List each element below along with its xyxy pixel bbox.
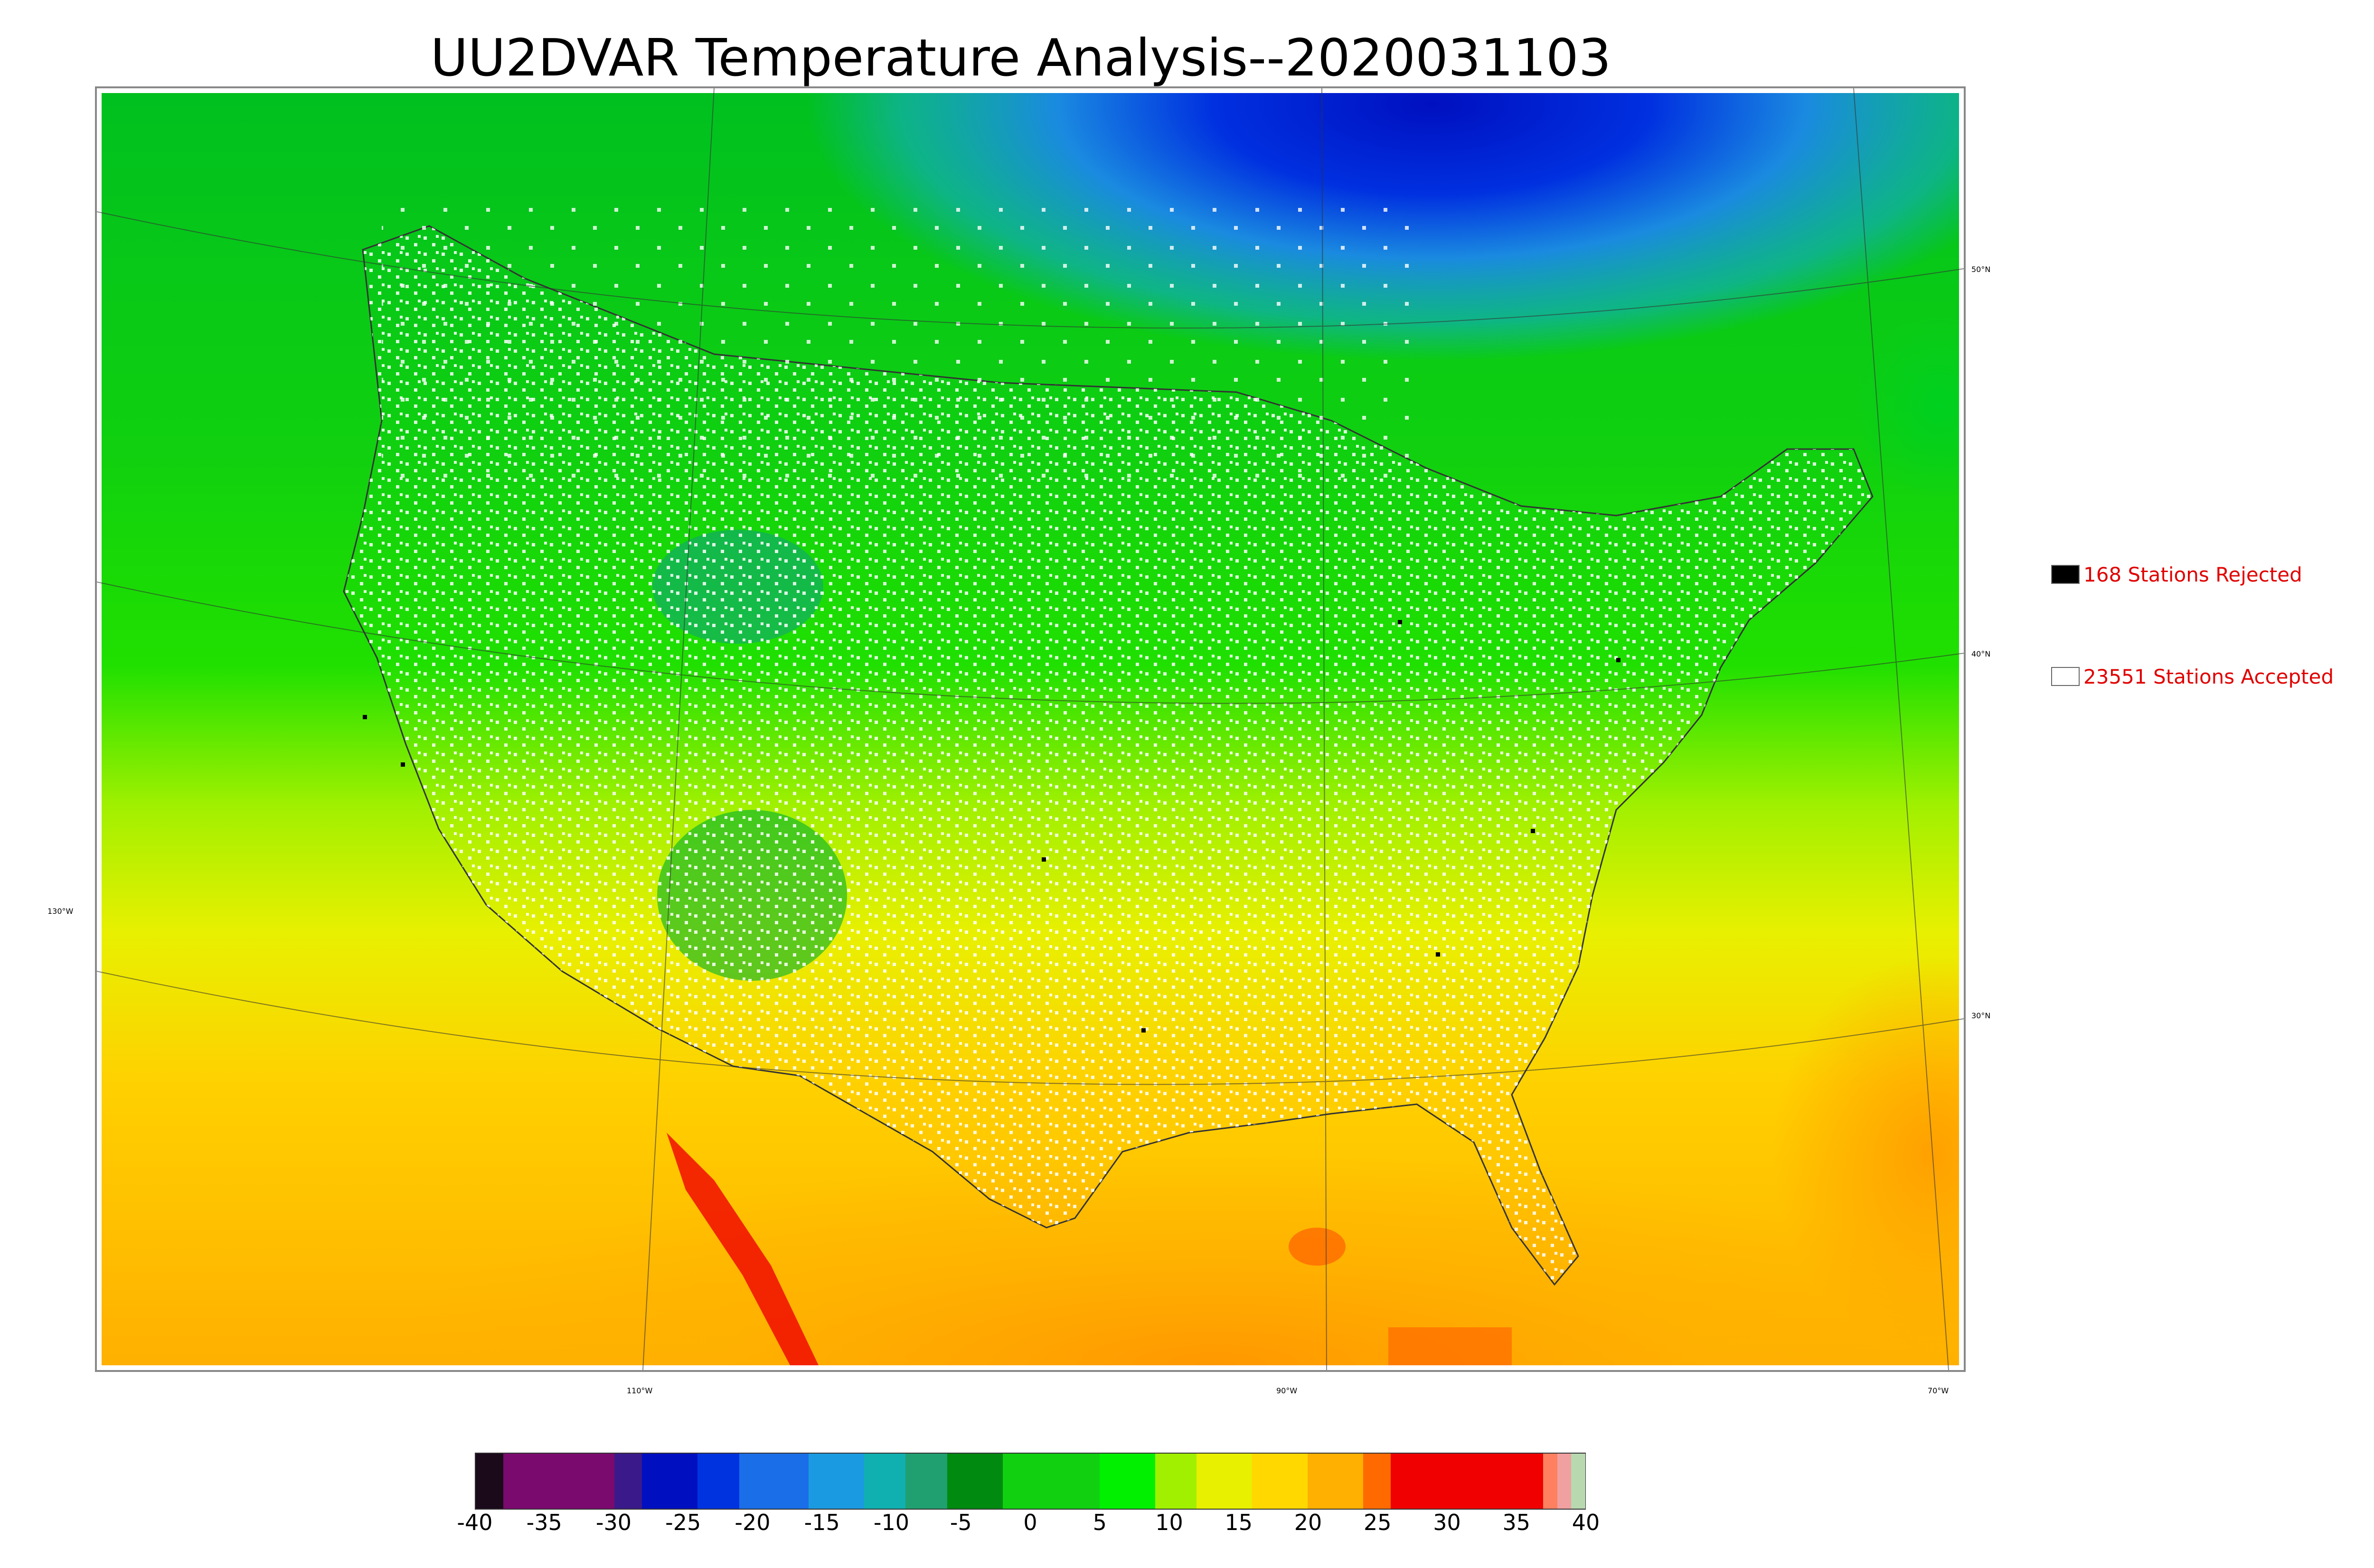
colorbar-segment xyxy=(697,1454,740,1509)
rejected-label: 168 Stations Rejected xyxy=(2083,563,2302,586)
colorbar-tick-label: 5 xyxy=(1093,1510,1107,1535)
lon-90-label: 90°W xyxy=(1276,1386,1298,1395)
colorbar-tick-label: -10 xyxy=(873,1510,910,1535)
colorbar-segment xyxy=(1543,1454,1558,1509)
colorbar-segment xyxy=(1155,1454,1197,1509)
lat-50-label: 50°N xyxy=(1971,265,1991,274)
colorbar-tick-label: -30 xyxy=(595,1510,632,1535)
colorbar-segment xyxy=(1557,1454,1572,1509)
colorbar-segment xyxy=(1363,1454,1391,1509)
colorbar-tick-label: -15 xyxy=(804,1510,840,1535)
colorbar-segment xyxy=(947,1454,1003,1509)
mexico-hot-strip xyxy=(667,1133,819,1365)
colorbar-tick-label: 20 xyxy=(1294,1510,1322,1535)
map-title: UU2DVAR Temperature Analysis--2020031103 xyxy=(430,28,1611,88)
colorbar-segment xyxy=(1252,1454,1308,1509)
colorbar-segment xyxy=(808,1454,864,1509)
colorbar-tick-label: 30 xyxy=(1433,1510,1461,1535)
legend-accepted: 23551 Stations Accepted xyxy=(2051,665,2334,688)
lon-70-label: 70°W xyxy=(1928,1386,1949,1395)
legend-rejected: 168 Stations Rejected xyxy=(2051,563,2302,586)
colorbar-segment xyxy=(1100,1454,1155,1509)
rejected-stations xyxy=(363,620,1620,1033)
colorbar-segment xyxy=(1391,1454,1544,1509)
accepted-swatch xyxy=(2051,667,2080,686)
colorbar-tick-label: -25 xyxy=(665,1510,701,1535)
colorbar-tick-label: 0 xyxy=(1023,1510,1037,1535)
colorbar-segment xyxy=(476,1454,504,1509)
gulf-warm-spot xyxy=(1289,1228,1346,1266)
colorbar-tick-label: -5 xyxy=(950,1510,972,1535)
colorbar-segment xyxy=(1571,1454,1585,1509)
colorbar-tick-label: 35 xyxy=(1502,1510,1531,1535)
lat-40-label: 40°N xyxy=(1971,649,1991,658)
graticule xyxy=(97,88,1964,1370)
colorbar-segment xyxy=(1196,1454,1253,1509)
colorbar-tick-label: -20 xyxy=(735,1510,771,1535)
lon-130-label: 130°W xyxy=(47,907,74,916)
colorbar-segment xyxy=(905,1454,948,1509)
caribbean-warm-strip xyxy=(1388,1327,1512,1365)
colorbar-segment xyxy=(864,1454,906,1509)
colorbar-segment xyxy=(1308,1454,1363,1509)
colorbar-tick-label: 40 xyxy=(1572,1510,1600,1535)
rejected-swatch xyxy=(2051,565,2080,584)
colorbar-tick-label: 15 xyxy=(1225,1510,1253,1535)
colorbar xyxy=(475,1453,1586,1510)
colorbar-segment xyxy=(642,1454,698,1509)
colorbar-tick-label: -35 xyxy=(526,1510,562,1535)
colorbar-segment xyxy=(1002,1454,1100,1509)
colorbar-tick-label: -40 xyxy=(457,1510,493,1535)
canada-stations xyxy=(382,207,1426,492)
temperature-map xyxy=(95,86,1966,1372)
colorbar-tick-label: 10 xyxy=(1155,1510,1183,1535)
colorbar-segment xyxy=(614,1454,642,1509)
map-svg xyxy=(97,88,1964,1370)
lon-110-label: 110°W xyxy=(627,1386,653,1395)
accepted-label: 23551 Stations Accepted xyxy=(2083,665,2334,688)
colorbar-segment xyxy=(739,1454,809,1509)
lat-30-label: 30°N xyxy=(1971,1011,1991,1020)
colorbar-tick-label: 25 xyxy=(1363,1510,1392,1535)
colorbar-segment xyxy=(503,1454,615,1509)
